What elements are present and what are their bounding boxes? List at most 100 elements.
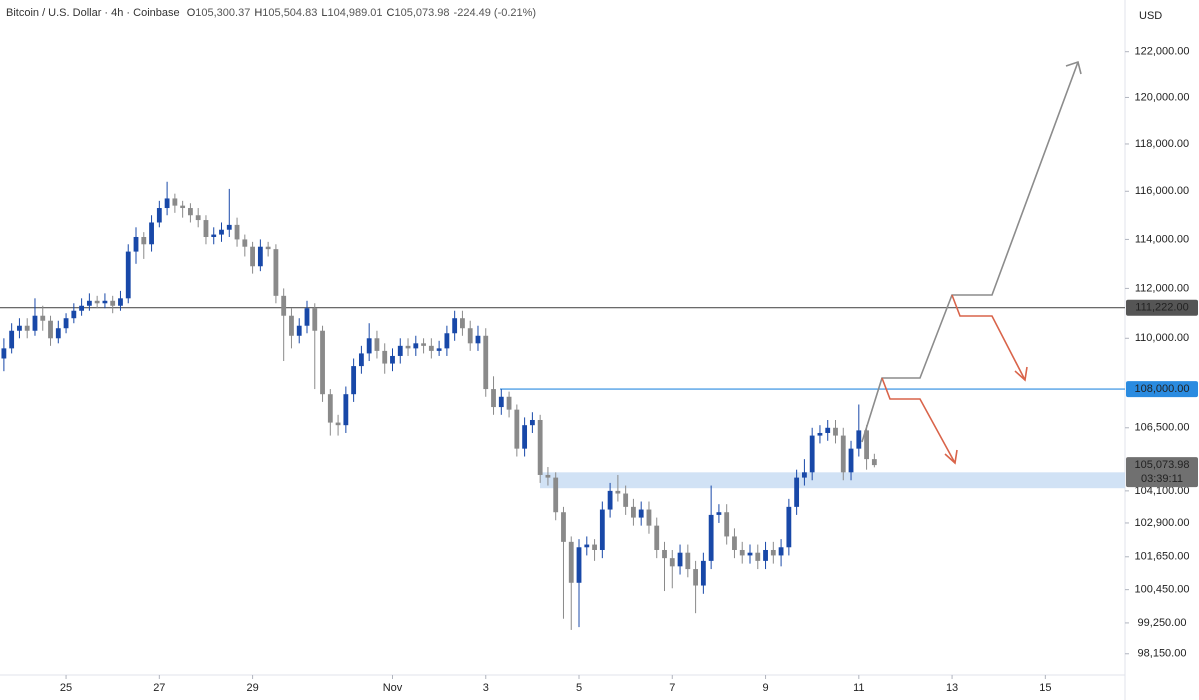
ohlc-label: L (321, 7, 328, 19)
candle-body (211, 234, 217, 237)
candle-body (724, 512, 730, 537)
candle-body (203, 220, 209, 237)
candle-body (677, 552, 683, 567)
x-tick-label: 13 (946, 682, 958, 694)
candle-body (716, 512, 722, 515)
candle-body (833, 427, 838, 436)
candle-body (638, 509, 644, 518)
candle-body (94, 300, 100, 304)
candle-body (708, 514, 714, 561)
candle-body (452, 318, 458, 334)
y-tick-label: 112,000.00 (1135, 282, 1189, 294)
y-tick-label: 122,000.00 (1134, 46, 1189, 58)
candle-body (156, 208, 162, 223)
candle-body (273, 249, 279, 296)
x-tick-label: 25 (60, 682, 72, 694)
candle-body (809, 435, 815, 473)
arrow-head (1065, 60, 1082, 75)
candle-body (1, 348, 7, 359)
candle-body (436, 348, 442, 351)
candle-body (71, 310, 77, 319)
candle-body (631, 506, 636, 518)
candle-body (460, 318, 465, 329)
candle-body (778, 547, 784, 556)
arrow-head (944, 449, 958, 465)
candle-body (304, 308, 310, 326)
candle-body (545, 474, 551, 478)
level-label: 108,000.00 (1134, 383, 1189, 395)
candle-body (195, 215, 201, 221)
candle-body (599, 509, 605, 550)
x-tick-label: 29 (246, 682, 258, 694)
candle-body (786, 506, 792, 548)
y-tick-label: 100,450.00 (1134, 584, 1189, 596)
candle-body (568, 541, 574, 583)
candle-body (856, 430, 862, 449)
candle-body (110, 300, 116, 306)
arrow-head (1014, 366, 1028, 382)
candle-body (180, 205, 186, 209)
candle-body (421, 343, 426, 346)
candle-body (312, 308, 318, 331)
candle-body (188, 208, 193, 216)
x-tick-label: 27 (153, 682, 165, 694)
ohlc-label: H (254, 7, 263, 19)
candle-body (506, 396, 512, 410)
candle-body (763, 549, 768, 561)
y-tick-label: 110,000.00 (1135, 332, 1189, 344)
symbol-name: Bitcoin / U.S. Dollar · 4h · Coinbase (6, 7, 180, 19)
x-tick-label: 7 (669, 682, 675, 694)
ohlc-value: 105,300.37 (195, 7, 251, 19)
candle-body (141, 236, 147, 245)
candle-body (390, 355, 395, 364)
candle-body (817, 432, 823, 436)
ohlc-label: O (186, 7, 196, 19)
candle-body (327, 394, 333, 423)
candle-body (133, 236, 139, 252)
x-tick-label: 15 (1039, 682, 1051, 694)
x-tick-label: 11 (853, 682, 864, 694)
candle-body (584, 544, 590, 548)
bearish-projection (951, 294, 1026, 381)
candle-body (522, 425, 528, 449)
candle-body (747, 552, 753, 556)
candle-body (48, 320, 53, 339)
y-tick-label: 104,100.00 (1134, 485, 1189, 497)
candle-body (864, 430, 869, 460)
candle-body (118, 298, 123, 306)
candle-body (366, 338, 372, 354)
candle-body (825, 427, 831, 433)
candle-body (428, 345, 434, 351)
candle-body (219, 229, 224, 235)
candle-body (17, 325, 22, 331)
candle-body (537, 419, 543, 475)
candle-body (491, 389, 496, 408)
y-tick-label: 102,900.00 (1134, 517, 1189, 529)
bearish-projection (881, 377, 956, 464)
last-price-tag (1126, 457, 1198, 488)
symbol-readout: Bitcoin / U.S. Dollar · 4h · Coinbase O1… (6, 7, 540, 19)
candle-body (700, 560, 706, 586)
candle-body (576, 547, 582, 583)
candle-body (32, 315, 38, 331)
candle-body (358, 353, 364, 367)
candle-body (444, 333, 450, 349)
candle-body (250, 246, 255, 267)
candle-body (615, 490, 621, 494)
currency-label: USD (1139, 10, 1162, 22)
candle-body (374, 338, 380, 351)
candle-body (289, 315, 294, 336)
candle-body (320, 330, 325, 395)
candle-body (801, 472, 807, 478)
candle-body (732, 536, 737, 550)
candle-body (164, 198, 170, 209)
candle-body (475, 335, 481, 344)
candle-body (102, 300, 108, 304)
support-zone (540, 472, 1125, 489)
candle-body (86, 300, 92, 306)
projection-paths (861, 60, 1082, 465)
candle-body (24, 325, 30, 331)
